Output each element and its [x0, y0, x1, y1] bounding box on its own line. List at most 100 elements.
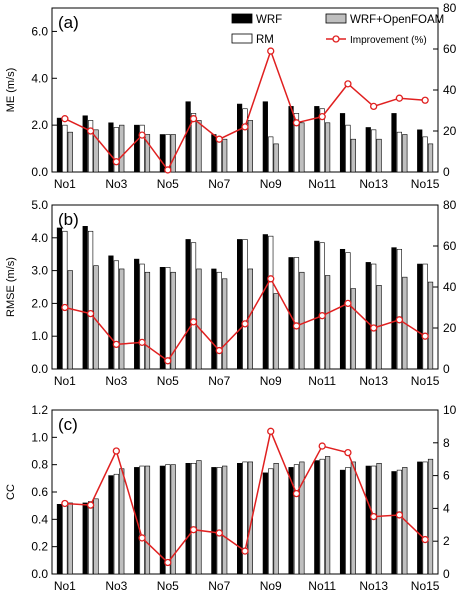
bar-rm [396, 469, 403, 575]
bar-wrf-openfoam [119, 268, 125, 370]
bar-rm [422, 263, 428, 370]
bar-wrf-openfoam [427, 458, 434, 575]
improvement-point [189, 115, 198, 123]
improvement-point [395, 316, 404, 324]
bar-wrf-openfoam [273, 293, 279, 370]
improvement-point [164, 166, 172, 174]
y-tick-label: 0.6 [31, 485, 48, 499]
bar-wrf-openfoam [144, 271, 151, 370]
y-axis-label: CC [5, 484, 17, 500]
y-tick-label: 4.0 [31, 71, 48, 85]
bar-wrf-openfoam [93, 498, 99, 575]
bar-wrf-openfoam [170, 134, 176, 173]
bar-rm [371, 263, 377, 370]
y2-tick-label: 60 [443, 42, 457, 56]
bar-wrf [417, 461, 423, 575]
bar-wrf [56, 117, 63, 173]
bar-wrf [108, 475, 114, 575]
bar-rm [242, 108, 248, 173]
bar-wrf [262, 101, 268, 173]
bar-rm [345, 124, 351, 173]
bar-wrf [365, 127, 371, 173]
bar-wrf [391, 113, 397, 173]
x-tick-label: No3 [105, 374, 127, 388]
x-tick-label: No7 [208, 177, 230, 191]
bar-wrf [211, 134, 217, 173]
y2-tick-label: 0 [443, 165, 450, 179]
bar-wrf [237, 239, 243, 370]
improvement-point [395, 511, 404, 519]
bar-wrf-openfoam [299, 461, 305, 575]
bar-rm [88, 501, 94, 575]
bar-wrf [82, 502, 88, 575]
bar-wrf [262, 234, 268, 370]
panel-label: (a) [58, 13, 79, 32]
bar-wrf-openfoam [350, 138, 356, 173]
improvement-point [267, 47, 275, 55]
bar-wrf [339, 469, 346, 575]
bar-rm [190, 462, 197, 575]
bar-wrf [159, 465, 166, 575]
bar-wrf-openfoam [144, 134, 151, 173]
bar-rm [319, 242, 325, 370]
x-tick-label: No11 [308, 579, 336, 592]
y-tick-label: 4.0 [31, 231, 48, 245]
bar-wrf [288, 106, 294, 173]
y-tick-label: 0.0 [31, 362, 48, 376]
bar-wrf-openfoam [350, 288, 356, 370]
improvement-point [292, 489, 301, 498]
y2-tick-label: 0 [443, 362, 450, 376]
bar-wrf [288, 467, 294, 575]
bar-rm [293, 257, 300, 370]
x-tick-label: No9 [260, 177, 282, 191]
improvement-point [112, 447, 120, 455]
bar-rm [319, 458, 325, 575]
y2-tick-label: 8 [443, 436, 450, 450]
x-tick-label: No15 [411, 374, 440, 388]
bar-rm [293, 113, 300, 173]
x-tick-label: No1 [54, 579, 76, 592]
bar-wrf [314, 240, 320, 370]
y-tick-label: 2.0 [31, 118, 48, 132]
bar-rm [293, 464, 300, 575]
y2-tick-label: 60 [443, 239, 457, 253]
bar-rm [396, 131, 403, 173]
bar-rm [216, 271, 222, 370]
improvement-point [112, 340, 120, 349]
bar-wrf-openfoam [222, 138, 228, 173]
bar-wrf [134, 124, 140, 173]
bar-wrf [108, 255, 114, 370]
bar-wrf [56, 227, 63, 370]
bar-wrf [417, 263, 423, 370]
improvement-point [344, 448, 352, 457]
improvement-point [395, 94, 404, 102]
bar-wrf-openfoam [222, 278, 228, 370]
improvement-point [189, 318, 198, 326]
bar-wrf [339, 113, 346, 173]
improvement-point [138, 338, 146, 347]
x-tick-label: No13 [359, 579, 388, 592]
x-tick-label: No1 [54, 374, 76, 388]
bar-rm [242, 461, 248, 575]
bar-rm [268, 136, 274, 173]
improvement-point [241, 547, 249, 555]
improvement-point [292, 322, 301, 330]
legend-label: WRF [256, 14, 282, 26]
bar-rm [242, 239, 248, 370]
bar-rm [422, 136, 428, 173]
improvement-point [344, 80, 352, 88]
bar-wrf [134, 258, 140, 370]
x-tick-label: No5 [157, 374, 179, 388]
bar-rm [165, 464, 171, 575]
x-tick-label: No13 [359, 374, 388, 388]
y-tick-label: 2.0 [31, 296, 48, 310]
x-tick-label: No9 [260, 374, 282, 388]
improvement-point [86, 309, 95, 318]
improvement-point [370, 102, 378, 111]
improvement-point [86, 127, 95, 135]
y-tick-label: 5.0 [31, 198, 48, 212]
y-tick-label: 1.2 [31, 403, 48, 417]
x-tick-label: No11 [308, 374, 336, 388]
bar-wrf [108, 122, 114, 173]
